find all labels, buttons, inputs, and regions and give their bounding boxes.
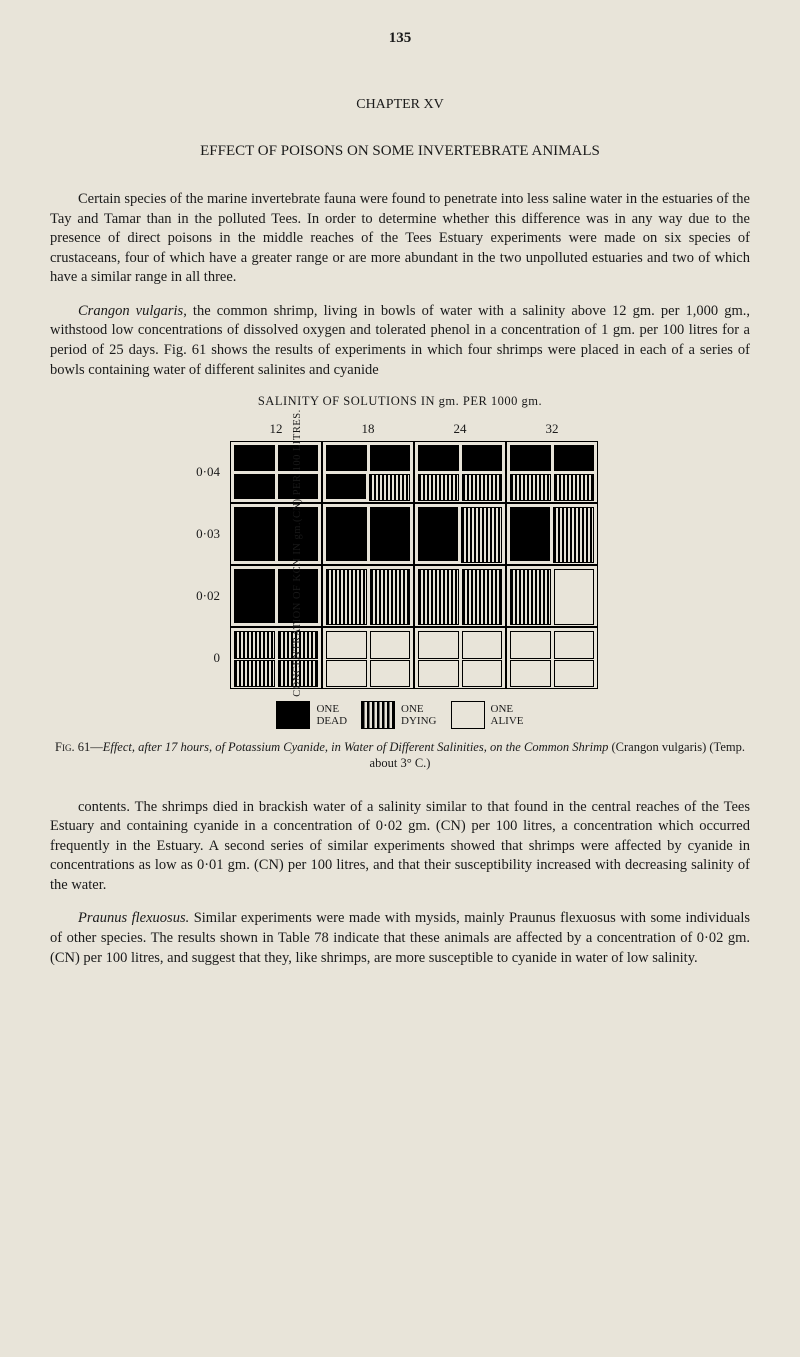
chart-box-alive xyxy=(554,660,595,688)
row-head: 0·02 xyxy=(182,565,230,627)
col-head-32: 32 xyxy=(506,417,598,441)
chart-box-dead xyxy=(326,507,367,561)
chart-box-dying xyxy=(510,474,551,502)
chart-cell xyxy=(322,441,414,503)
chart-box-dead xyxy=(510,507,550,561)
chart-box-alive xyxy=(418,660,459,688)
chart-box-dead xyxy=(234,474,275,500)
chart-box-dead xyxy=(418,507,458,561)
chart-box-dying xyxy=(461,507,503,563)
chart-box-dead xyxy=(418,445,459,471)
paragraph-2: Crangon vulgaris, the common shrimp, liv… xyxy=(50,302,750,380)
chart-cell xyxy=(506,503,598,565)
chart-box-dead xyxy=(510,445,551,471)
chart-box-dead xyxy=(554,445,595,471)
chart-cell xyxy=(414,441,506,503)
chart-box-dying xyxy=(418,474,459,502)
chart-box-alive xyxy=(510,660,551,688)
swatch-dying xyxy=(361,701,395,729)
chart-cell xyxy=(230,441,322,503)
chart-box-alive xyxy=(370,660,411,688)
caption-italic: Effect, after 17 hours, of Potassium Cya… xyxy=(103,740,609,754)
legend-dead: ONEDEAD xyxy=(276,701,347,729)
chart-box-dead xyxy=(370,445,411,471)
chart-cell xyxy=(506,627,598,689)
chart-box-alive xyxy=(370,631,411,659)
chart-box-dying xyxy=(418,569,459,625)
chart-box-dying xyxy=(370,569,411,625)
chart-body: 12 18 24 32 0·040·030·020 xyxy=(182,417,598,689)
chart-box-dead xyxy=(462,445,503,471)
chart-cell xyxy=(322,627,414,689)
chart-cell xyxy=(230,565,322,627)
species-name: Crangon vulgaris xyxy=(78,303,183,319)
chart-box-alive xyxy=(462,631,503,659)
chart-box-alive xyxy=(462,660,503,688)
chart-cell xyxy=(414,503,506,565)
swatch-alive xyxy=(451,701,485,729)
row-head: 0·03 xyxy=(182,503,230,565)
page-title: EFFECT OF POISONS ON SOME INVERTEBRATE A… xyxy=(50,143,750,160)
chart-box-dying xyxy=(554,474,595,502)
chart-box-alive xyxy=(418,631,459,659)
col-head-18: 18 xyxy=(322,417,414,441)
paragraph-3: contents. The shrimps died in brackish w… xyxy=(50,798,750,896)
chart-y-axis-label: CONCENTRATION OF KCN IN gm.(CN) PER 100 … xyxy=(292,409,303,696)
chart-cell xyxy=(322,565,414,627)
chart-cell xyxy=(506,565,598,627)
chart-box-dying xyxy=(462,474,503,502)
chart-box-dead xyxy=(234,569,275,623)
row-head: 0·04 xyxy=(182,441,230,503)
legend-alive: ONEALIVE xyxy=(451,701,524,729)
chart-y-axis: CONCENTRATION OF KCN IN gm.(CN) PER 100 … xyxy=(160,417,182,689)
legend-dying: ONEDYING xyxy=(361,701,436,729)
chart-box-alive xyxy=(326,660,367,688)
chapter-heading: CHAPTER XV xyxy=(50,97,750,113)
chart-box-dead xyxy=(234,445,275,471)
chart-box-dying xyxy=(369,474,411,502)
chart-cell xyxy=(230,627,322,689)
chart-box-dying xyxy=(510,569,551,625)
figure-caption: Fig. 61—Effect, after 17 hours, of Potas… xyxy=(50,739,750,772)
chart-cell xyxy=(414,627,506,689)
chart-box-alive xyxy=(554,631,595,659)
chart-cell xyxy=(506,441,598,503)
chart-box-alive xyxy=(554,569,595,625)
chart-cell xyxy=(322,503,414,565)
chart-box-alive xyxy=(510,631,551,659)
chart-box-dying xyxy=(234,660,275,688)
chart-box-alive xyxy=(326,631,367,659)
col-head-12: 12 xyxy=(230,417,322,441)
chart-legend: ONEDEAD ONEDYING ONEALIVE xyxy=(160,701,640,729)
chart-box-dying xyxy=(234,631,275,659)
caption-fig-number: Fig. 61— xyxy=(55,740,103,754)
species-name-2: Praunus flexuosus. xyxy=(78,910,189,926)
swatch-dead xyxy=(276,701,310,729)
chart-box-dead xyxy=(234,507,275,561)
chart-cell xyxy=(230,503,322,565)
chart-x-axis-title: SALINITY OF SOLUTIONS IN gm. PER 1000 gm… xyxy=(160,394,640,409)
row-head: 0 xyxy=(182,627,230,689)
page-number: 135 xyxy=(50,30,750,47)
col-head-24: 24 xyxy=(414,417,506,441)
chart-box-dying xyxy=(553,507,595,563)
chart-box-dead xyxy=(370,507,411,561)
chart-box-dying xyxy=(326,569,367,625)
chart-box-dead xyxy=(326,445,367,471)
chart-box-dead xyxy=(326,474,366,500)
paragraph-1: Certain species of the marine invertebra… xyxy=(50,190,750,288)
chart-grid: 0·040·030·020 xyxy=(182,441,598,689)
chart-box-dying xyxy=(462,569,503,625)
paragraph-4: Praunus flexuosus. Similar experiments w… xyxy=(50,909,750,968)
figure-61-chart: SALINITY OF SOLUTIONS IN gm. PER 1000 gm… xyxy=(160,394,640,729)
chart-cell xyxy=(414,565,506,627)
